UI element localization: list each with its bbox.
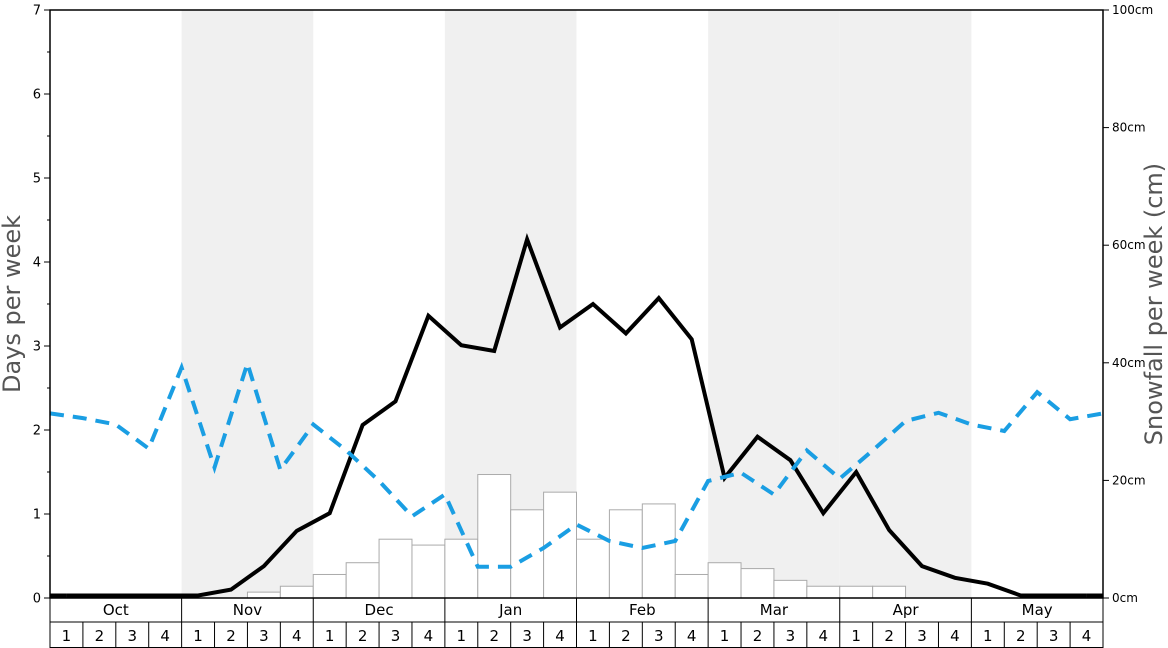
week-label: 2 (226, 627, 236, 645)
left-tick-label: 4 (33, 256, 41, 271)
week-label: 4 (950, 627, 960, 645)
left-tick-label: 1 (33, 508, 41, 523)
week-label: 1 (325, 627, 335, 645)
month-week-axis: Oct 1 2 3 4 Nov 1 2 3 4 Dec 1 2 3 4 Jan 1 2 3 4 Feb 1 2 3 4 Mar 1 2… (49, 598, 1104, 648)
week-label: 3 (917, 627, 927, 645)
snowfall-bar (707, 562, 742, 599)
snowfall-bar (345, 562, 380, 599)
snowfall-bar (740, 568, 775, 599)
snowfall-bar (806, 585, 841, 599)
left-tick-label: 5 (33, 172, 41, 187)
snowfall-bar (872, 585, 907, 599)
week-label: 3 (654, 627, 664, 645)
series-lines (49, 232, 1104, 598)
solid-days-line (66, 232, 1087, 598)
month-label-mar: Mar (760, 601, 789, 619)
month-shading-bands (181, 10, 972, 598)
week-label: 2 (753, 627, 763, 645)
month-label-oct: Oct (103, 601, 129, 619)
week-label: 4 (424, 627, 434, 645)
week-label: 4 (292, 627, 302, 645)
week-label: 1 (588, 627, 598, 645)
week-label: 2 (358, 627, 368, 645)
week-label: 3 (259, 627, 269, 645)
right-tick-label: 100cm (1112, 3, 1153, 17)
left-axis-title: Days per week (0, 215, 26, 393)
snowfall-bar (608, 509, 643, 599)
right-tick-label: 40cm (1112, 356, 1146, 370)
snowfall-bar (510, 509, 545, 599)
week-label: 2 (1016, 627, 1026, 645)
snowfall-bar (674, 573, 709, 599)
month-label-jan: Jan (498, 601, 522, 619)
left-tick-label: 3 (33, 340, 41, 355)
shade-band-nov (181, 10, 314, 598)
snowfall-bar (576, 538, 610, 599)
right-axis: 0cm 20cm 40cm 60cm 80cm 100cm (1103, 3, 1153, 605)
snowfall-bar (477, 474, 512, 599)
week-label: 3 (391, 627, 401, 645)
week-label: 1 (457, 627, 467, 645)
right-tick-label: 20cm (1112, 473, 1146, 487)
week-label: 2 (884, 627, 894, 645)
week-label: 4 (1082, 627, 1092, 645)
week-label: 3 (1049, 627, 1059, 645)
snowfall-bar (839, 585, 874, 599)
left-tick-label: 6 (33, 88, 41, 103)
week-label: 3 (522, 627, 532, 645)
week-label: 2 (621, 627, 631, 645)
shade-band-apr (839, 10, 972, 598)
week-label: 4 (819, 627, 829, 645)
left-tick-label: 0 (33, 592, 41, 607)
right-tick-label: 60cm (1112, 238, 1146, 252)
week-label: 3 (127, 627, 137, 645)
snowfall-bar (279, 585, 314, 599)
month-label-dec: Dec (365, 601, 394, 619)
week-label: 4 (687, 627, 697, 645)
snowfall-bar (312, 573, 347, 599)
snowfall-bar (378, 538, 413, 599)
month-label-feb: Feb (629, 601, 656, 619)
month-label-nov: Nov (233, 601, 262, 619)
week-label: 1 (983, 627, 993, 645)
snowfall-bar (641, 503, 676, 599)
left-tick-label: 7 (33, 4, 41, 19)
right-axis-title: Snowfall per week (cm) (1140, 163, 1168, 445)
week-label: 4 (555, 627, 565, 645)
week-label: 1 (62, 627, 72, 645)
left-axis: 0 1 2 3 4 5 6 7 (33, 4, 50, 607)
week-label: 4 (160, 627, 170, 645)
snowfall-bar (246, 591, 281, 599)
shade-band-mar (708, 10, 840, 598)
week-label: 1 (720, 627, 730, 645)
month-label-apr: Apr (893, 601, 920, 619)
snowfall-bar (444, 538, 479, 599)
right-tick-label: 80cm (1112, 121, 1146, 135)
week-label: 2 (95, 627, 105, 645)
left-tick-label: 2 (33, 424, 41, 439)
month-label-may: May (1022, 601, 1053, 619)
snowfall-bar (411, 544, 446, 599)
right-tick-label: 0cm (1112, 591, 1138, 605)
snowfall-bar (773, 579, 808, 599)
week-label: 2 (489, 627, 499, 645)
week-label: 3 (786, 627, 796, 645)
week-label: 1 (193, 627, 203, 645)
week-label: 1 (851, 627, 861, 645)
